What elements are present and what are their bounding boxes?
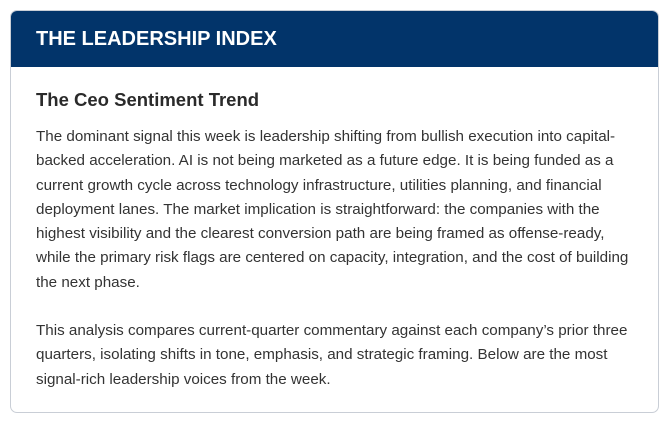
methodology-paragraph: This analysis compares current-quarter c… — [36, 322, 628, 388]
leadership-index-card: THE LEADERSHIP INDEX The Ceo Sentiment T… — [10, 10, 659, 413]
card-body: The Ceo Sentiment Trend The dominant sig… — [11, 67, 658, 392]
section-title: The Ceo Sentiment Trend — [36, 89, 260, 110]
card-header: THE LEADERSHIP INDEX — [11, 11, 658, 67]
header-title: THE LEADERSHIP INDEX — [36, 27, 277, 50]
intro-paragraph: The dominant signal this week is leaders… — [36, 128, 629, 291]
